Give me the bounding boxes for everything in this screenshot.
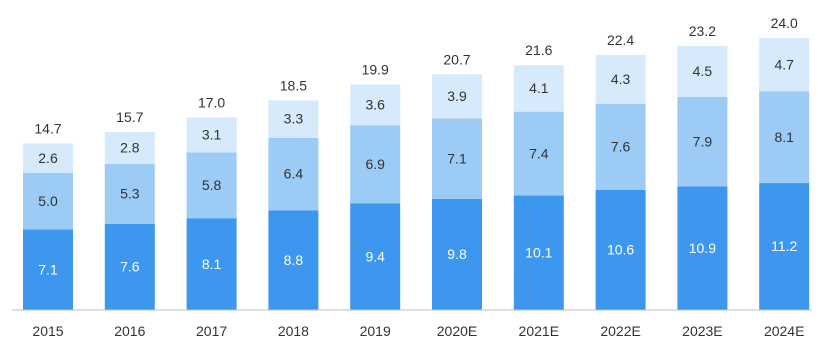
bar-segment-2023E-s3 bbox=[677, 45, 728, 97]
total-label-2017: 17.0 bbox=[198, 94, 225, 110]
bar-segment-2018-s2 bbox=[268, 137, 319, 211]
bar-segment-2019-s3 bbox=[350, 84, 401, 126]
total-label-2021E: 21.6 bbox=[525, 42, 552, 58]
bar-segment-2022E-s3 bbox=[595, 55, 646, 104]
data-label-2024E-s1: 11.2 bbox=[771, 238, 797, 254]
total-label-2019: 19.9 bbox=[362, 61, 389, 77]
total-label-2016: 15.7 bbox=[116, 109, 143, 125]
data-label-2024E-s3: 4.7 bbox=[774, 56, 794, 72]
data-label-2016-s1: 7.6 bbox=[120, 259, 140, 275]
bar-segment-2018-s1 bbox=[268, 210, 319, 310]
x-tick-label-2024E: 2024E bbox=[764, 323, 804, 338]
data-label-2020E-s2: 7.1 bbox=[447, 150, 467, 166]
data-label-2019-s2: 6.9 bbox=[365, 156, 385, 172]
x-tick-label-2020E: 2020E bbox=[437, 323, 477, 338]
data-label-2018-s2: 6.4 bbox=[284, 166, 304, 182]
x-axis-ticks: 2015 2016 2017 2018 2019 2020E 2021E 2022E 2023E… bbox=[32, 323, 804, 338]
bar-segment-2017-s1 bbox=[186, 218, 237, 310]
total-labels: 14.7 15.7 17.0 18.5 19.9 20.7 21.6 22.4 23.2 24.0 bbox=[34, 15, 798, 136]
bar-segment-2024E-s3 bbox=[759, 38, 810, 92]
data-label-2020E-s3: 3.9 bbox=[447, 88, 467, 104]
bar-segment-2016-s2 bbox=[104, 163, 155, 224]
total-label-2022E: 22.4 bbox=[607, 32, 634, 48]
bar-segment-2020E-s1 bbox=[432, 198, 482, 310]
total-label-2024E: 24.0 bbox=[771, 15, 798, 31]
bar-segment-2022E-s1 bbox=[595, 189, 646, 310]
data-label-2015-s1: 7.1 bbox=[38, 261, 58, 277]
data-label-2016-s2: 5.3 bbox=[120, 186, 140, 202]
x-tick-label-2017: 2017 bbox=[196, 323, 227, 338]
bar-segment-2017-s3 bbox=[186, 117, 237, 153]
total-label-2023E: 23.2 bbox=[689, 23, 716, 39]
x-tick-label-2018: 2018 bbox=[278, 323, 309, 338]
bar-segment-2017-s2 bbox=[186, 152, 237, 219]
bar-segment-2019-s1 bbox=[350, 203, 401, 310]
data-label-2022E-s2: 7.6 bbox=[611, 139, 631, 155]
data-label-2023E-s3: 4.5 bbox=[693, 63, 713, 79]
data-label-2018-s3: 3.3 bbox=[284, 111, 304, 127]
data-label-2022E-s3: 4.3 bbox=[611, 71, 631, 87]
bar-segment-2024E-s1 bbox=[759, 183, 810, 310]
data-label-2018-s1: 8.8 bbox=[284, 252, 304, 268]
data-label-2022E-s1: 10.6 bbox=[607, 242, 634, 258]
bar-segment-2021E-s1 bbox=[513, 195, 564, 310]
data-label-2023E-s2: 7.9 bbox=[693, 133, 713, 149]
bar-segment-2021E-s2 bbox=[513, 111, 564, 196]
bar-segment-2018-s3 bbox=[268, 100, 319, 138]
x-tick-label-2023E: 2023E bbox=[682, 323, 722, 338]
x-tick-label-2022E: 2022E bbox=[600, 323, 640, 338]
data-label-2019-s1: 9.4 bbox=[365, 248, 385, 264]
data-label-2021E-s2: 7.4 bbox=[529, 145, 549, 161]
bar-segment-2015-s2 bbox=[23, 172, 73, 230]
bars-group: 7.1 5.0 2.6 7.6 5.3 2.8 8.1 5.8 3.1 8.8 6.4 3.3 9.4 6… bbox=[23, 38, 810, 310]
data-label-2021E-s1: 10.1 bbox=[525, 244, 552, 260]
data-label-2015-s2: 5.0 bbox=[38, 193, 58, 209]
data-label-2019-s3: 3.6 bbox=[365, 97, 385, 113]
x-tick-label-2021E: 2021E bbox=[519, 323, 559, 338]
bar-segment-2023E-s2 bbox=[677, 96, 728, 187]
x-tick-label-2015: 2015 bbox=[32, 323, 63, 338]
x-tick-label-2016: 2016 bbox=[114, 323, 145, 338]
bar-segment-2019-s2 bbox=[350, 125, 401, 204]
bar-segment-2021E-s3 bbox=[513, 65, 564, 112]
data-label-2017-s2: 5.8 bbox=[202, 177, 222, 193]
total-label-2020E: 20.7 bbox=[443, 51, 470, 67]
bar-segment-2023E-s1 bbox=[677, 186, 728, 310]
total-label-2018: 18.5 bbox=[280, 77, 307, 93]
bar-segment-2015-s3 bbox=[23, 143, 73, 173]
data-label-2016-s3: 2.8 bbox=[120, 140, 140, 156]
data-label-2023E-s1: 10.9 bbox=[689, 240, 716, 256]
bar-segment-2022E-s2 bbox=[595, 103, 646, 190]
bar-segment-2016-s3 bbox=[104, 132, 155, 164]
data-label-2024E-s2: 8.1 bbox=[774, 129, 794, 145]
total-label-2015: 14.7 bbox=[34, 120, 61, 136]
data-label-2017-s1: 8.1 bbox=[202, 256, 222, 272]
bar-segment-2024E-s2 bbox=[759, 91, 810, 184]
data-label-2017-s3: 3.1 bbox=[202, 127, 222, 143]
bar-segment-2016-s1 bbox=[104, 223, 155, 310]
bar-segment-2020E-s3 bbox=[432, 74, 482, 119]
x-tick-label-2019: 2019 bbox=[360, 323, 391, 338]
bar-segment-2020E-s2 bbox=[432, 118, 482, 199]
data-label-2020E-s1: 9.8 bbox=[447, 246, 467, 262]
bar-segment-2015-s1 bbox=[23, 229, 73, 310]
data-label-2021E-s3: 4.1 bbox=[529, 80, 549, 96]
data-label-2015-s3: 2.6 bbox=[38, 150, 58, 166]
